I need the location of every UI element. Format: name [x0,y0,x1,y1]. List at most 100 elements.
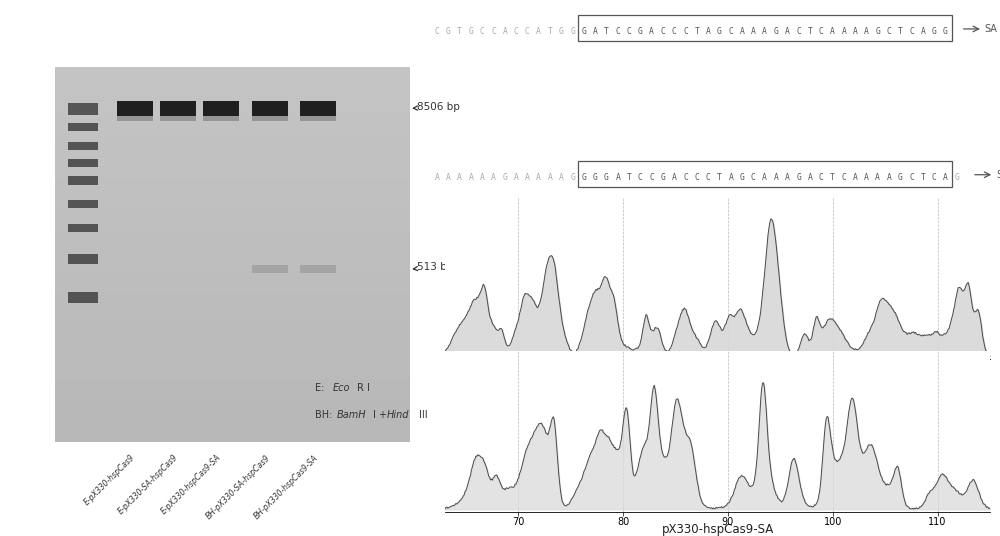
Bar [55,405,410,417]
Text: A: A [864,173,869,182]
Bar [55,292,410,304]
Bar [55,180,410,192]
Text: C: C [909,27,914,36]
Bar [68,159,98,167]
Bar [68,176,98,185]
Text: G: G [898,173,903,182]
Text: T: T [694,27,699,36]
Text: C: C [932,173,937,182]
Text: C: C [661,27,665,36]
Bar [55,342,410,355]
Bar [578,15,952,41]
Text: G: G [796,173,801,182]
Bar [300,101,336,116]
Text: G: G [638,27,643,36]
Text: G: G [570,27,575,36]
Text: G: G [502,173,507,182]
Text: G: G [717,27,722,36]
Text: C: C [819,27,824,36]
Text: C: C [627,27,632,36]
Text: SA: SA [985,24,998,34]
Bar [203,101,239,116]
Text: G: G [581,27,586,36]
Text: C: C [638,173,643,182]
Text: A: A [774,173,778,182]
Text: BamH: BamH [337,410,367,420]
Bar [55,267,410,280]
Text: C: C [728,27,733,36]
Text: A: A [706,27,711,36]
Text: G: G [875,27,880,36]
Text: Eco: Eco [333,383,351,393]
Text: A: A [446,173,451,182]
Text: C: C [480,27,485,36]
Text: C: C [672,27,677,36]
Text: A: A [785,173,790,182]
Bar [55,92,410,105]
Text: G: G [943,27,948,36]
Bar [55,417,410,430]
Text: C: C [796,27,801,36]
Text: G: G [740,173,745,182]
Text: C: C [683,27,688,36]
Text: A: A [875,173,880,182]
Text: A: A [841,27,846,36]
Text: A: A [593,27,598,36]
Bar [55,379,410,392]
Bar [55,255,410,267]
Bar [252,116,288,121]
Bar [68,200,98,208]
Bar [55,105,410,117]
Text: A: A [887,173,891,182]
Text: A: A [864,27,869,36]
Bar [55,130,410,142]
Bar [252,101,288,116]
Text: G: G [932,27,937,36]
Bar [68,142,98,150]
Text: C: C [615,27,620,36]
Text: BH-pX330-SA-hspCas9: BH-pX330-SA-hspCas9 [204,453,272,520]
Text: I +: I + [373,410,387,420]
Text: T: T [548,27,552,36]
Text: T: T [717,173,722,182]
Text: A: A [762,173,767,182]
Bar [55,79,410,92]
Text: E-pX330-SA-hspCas9: E-pX330-SA-hspCas9 [117,453,180,516]
Bar [578,161,952,187]
Text: A: A [807,173,812,182]
Bar [55,317,410,330]
Text: A: A [672,173,677,182]
Bar [68,224,98,232]
Bar [55,67,410,79]
Text: G: G [581,173,586,182]
Bar [55,392,410,405]
Text: C: C [694,173,699,182]
Bar [160,116,196,121]
Text: 513 bp: 513 bp [413,262,453,272]
Text: E:: E: [315,383,328,393]
Bar [55,192,410,205]
Text: T: T [604,27,609,36]
Text: A: A [468,173,473,182]
Bar [55,205,410,217]
Text: pX330-hspCas9-SA: pX330-hspCas9-SA [662,523,774,535]
Text: A: A [830,27,835,36]
Text: SA: SA [996,170,1000,180]
Bar [68,254,98,264]
Text: G: G [593,173,598,182]
Bar [300,265,336,273]
Text: C: C [649,173,654,182]
Text: G: G [954,173,959,182]
Text: C: C [514,27,519,36]
Text: A: A [649,27,654,36]
Text: G: G [446,27,451,36]
Text: C: C [887,27,891,36]
Bar [55,167,410,180]
Text: Hind: Hind [387,410,410,420]
Text: A: A [457,173,462,182]
Text: A: A [728,173,733,182]
Text: T: T [807,27,812,36]
Text: G: G [604,173,609,182]
Text: BH-pX330-hspCas9-SA: BH-pX330-hspCas9-SA [252,453,320,520]
Text: A: A [480,173,485,182]
